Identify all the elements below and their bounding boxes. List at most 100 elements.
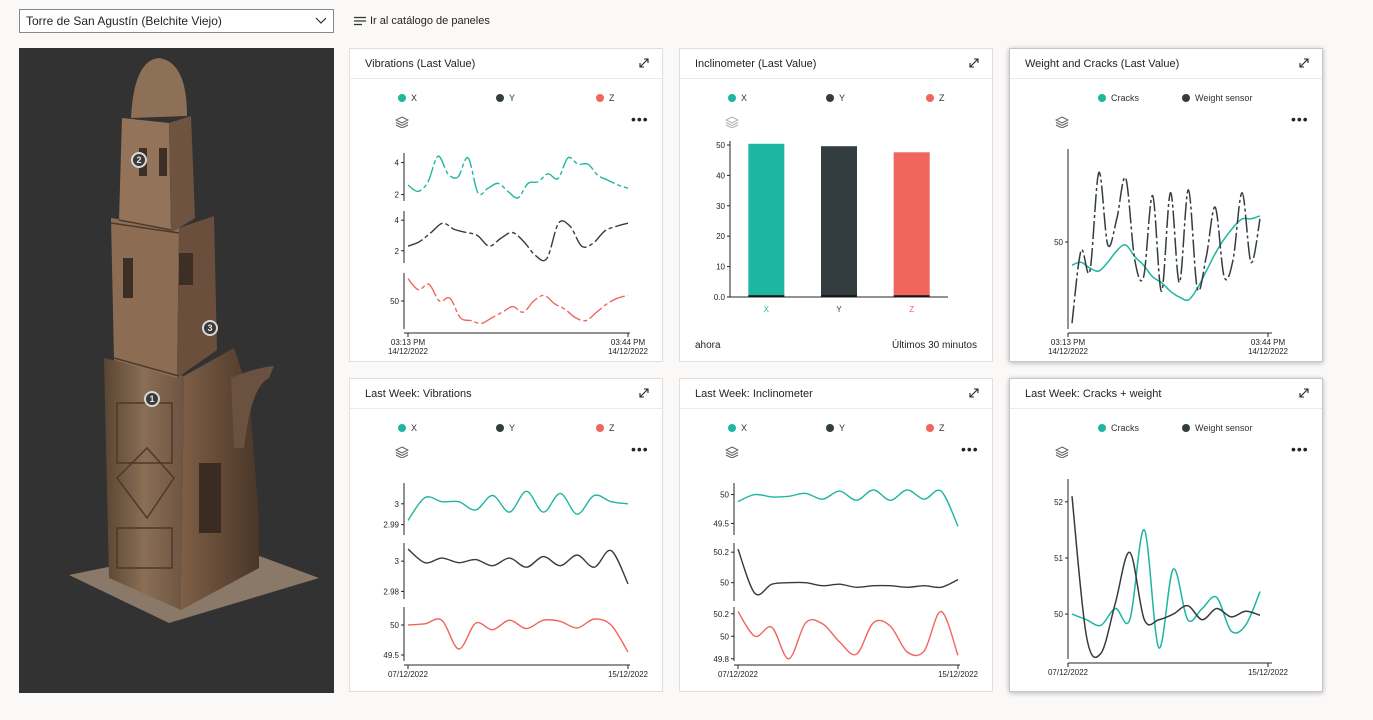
y-tick-label: 50 — [720, 632, 729, 641]
tower-3d-model-viewer[interactable]: 2 3 1 — [19, 48, 334, 693]
weekly-vibrations-stacked-line-chart: 3 2.99 3 2.98 50 49.5 07/12/2022 15/12/2022 — [383, 483, 649, 679]
series-line-cracks — [1071, 215, 1261, 302]
y-tick-label: 4 — [395, 159, 400, 168]
layers-icon[interactable] — [1055, 116, 1069, 128]
site-select-value: Torre de San Agustín (Belchite Viejo) — [26, 14, 222, 28]
y-tick-label: 2 — [395, 191, 400, 200]
legend-item-x[interactable]: X — [398, 423, 417, 433]
series-line-z — [407, 618, 629, 653]
time-range-label: Últimos 30 minutos — [891, 340, 977, 351]
tile-header: Last Week: Inclinometer — [680, 379, 992, 409]
more-options-icon[interactable]: ••• — [1291, 111, 1309, 127]
legend-item-cracks[interactable]: Cracks — [1098, 93, 1139, 103]
tile-last-week-cracks-weight: Last Week: Cracks + weight Cracks Weight… — [1009, 378, 1323, 692]
y-tick-label: 4 — [395, 216, 400, 225]
tile-title: Last Week: Vibrations — [365, 388, 472, 400]
layers-icon[interactable] — [395, 116, 409, 128]
expand-icon[interactable] — [968, 57, 980, 69]
layers-icon[interactable] — [725, 116, 739, 128]
legend-item-z[interactable]: Z — [596, 423, 615, 433]
chart-legend: X Y Z — [680, 93, 992, 107]
tile-header: Vibrations (Last Value) — [350, 49, 662, 79]
tower-3d-model-image — [69, 58, 319, 623]
y-tick-label: 40 — [716, 171, 725, 180]
tile-weight-and-cracks-last-value: Weight and Cracks (Last Value) Cracks We… — [1009, 48, 1323, 362]
x-tick-label: 14/12/2022 — [388, 347, 429, 356]
y-tick-label: 50 — [390, 297, 399, 306]
y-tick-label: 2 — [395, 247, 400, 256]
series-line-x — [737, 489, 959, 527]
series-line-cracks — [1071, 529, 1261, 649]
legend-item-x[interactable]: X — [728, 93, 747, 103]
x-tick-label: Z — [909, 305, 914, 314]
y-tick-label: 50 — [716, 141, 725, 150]
more-options-icon[interactable]: ••• — [631, 111, 649, 127]
y-tick-label: 49.5 — [713, 519, 729, 528]
y-tick-label: 0.0 — [714, 293, 726, 302]
x-tick-label: 03:13 PM — [1051, 338, 1086, 347]
y-tick-label: 2.98 — [383, 587, 399, 596]
legend-item-y[interactable]: Y — [826, 423, 845, 433]
layers-icon[interactable] — [725, 446, 739, 458]
sensor-marker-3[interactable]: 3 — [202, 320, 218, 336]
legend-item-z[interactable]: Z — [926, 423, 945, 433]
layers-icon[interactable] — [395, 446, 409, 458]
y-tick-label: 50 — [1054, 238, 1063, 247]
series-line-x — [407, 490, 629, 521]
more-options-icon[interactable]: ••• — [631, 441, 649, 457]
catalog-link[interactable]: Ir al catálogo de paneles — [354, 12, 490, 30]
legend-item-z[interactable]: Z — [926, 93, 945, 103]
y-tick-label: 50.2 — [713, 548, 729, 557]
legend-item-z[interactable]: Z — [596, 93, 615, 103]
x-tick-label: Y — [836, 305, 842, 314]
y-tick-label: 3 — [395, 557, 400, 566]
y-tick-label: 50.2 — [713, 610, 729, 619]
legend-item-x[interactable]: X — [728, 423, 747, 433]
series-line-z — [407, 278, 629, 325]
chevron-down-icon — [315, 17, 327, 24]
x-tick-label: 14/12/2022 — [608, 347, 649, 356]
legend-item-y[interactable]: Y — [496, 423, 515, 433]
legend-item-x[interactable]: X — [398, 93, 417, 103]
expand-icon[interactable] — [638, 57, 650, 69]
more-options-icon[interactable]: ••• — [1291, 441, 1309, 457]
catalog-link-label: Ir al catálogo de paneles — [370, 15, 490, 27]
tile-title: Last Week: Cracks + weight — [1025, 388, 1162, 400]
x-tick-label: 15/12/2022 — [938, 670, 979, 679]
series-line-y — [407, 548, 629, 585]
y-tick-label: 50 — [720, 491, 729, 500]
expand-icon[interactable] — [968, 387, 980, 399]
expand-icon[interactable] — [1298, 387, 1310, 399]
x-tick-label: 07/12/2022 — [1048, 668, 1089, 677]
y-tick-label: 49.5 — [383, 651, 399, 660]
legend-item-y[interactable]: Y — [826, 93, 845, 103]
site-select[interactable]: Torre de San Agustín (Belchite Viejo) — [19, 9, 334, 33]
legend-item-cracks[interactable]: Cracks — [1098, 423, 1139, 433]
layers-icon[interactable] — [1055, 446, 1069, 458]
bar-y — [821, 146, 857, 297]
chart-legend: Cracks Weight sensor — [1010, 93, 1322, 107]
y-tick-label: 50 — [1054, 610, 1063, 619]
sensor-marker-2[interactable]: 2 — [131, 152, 147, 168]
tile-inclinometer-last-value: Inclinometer (Last Value) X Y Z 0.0 10 20 3… — [679, 48, 993, 362]
legend-item-weight-sensor[interactable]: Weight sensor — [1182, 93, 1252, 103]
x-tick-label: 03:44 PM — [1251, 338, 1286, 347]
tile-title: Inclinometer (Last Value) — [695, 58, 817, 70]
legend-item-y[interactable]: Y — [496, 93, 515, 103]
tile-title: Weight and Cracks (Last Value) — [1025, 58, 1180, 70]
series-line-weight-sensor — [1071, 496, 1261, 659]
legend-item-weight-sensor[interactable]: Weight sensor — [1182, 423, 1252, 433]
tile-header: Last Week: Cracks + weight — [1010, 379, 1322, 409]
expand-icon[interactable] — [1298, 57, 1310, 69]
time-now-label: ahora — [695, 340, 721, 351]
more-options-icon[interactable]: ••• — [961, 441, 979, 457]
series-line-z — [737, 610, 959, 660]
y-tick-label: 2.99 — [383, 521, 399, 530]
weekly-cracks-weight-line-chart: 52 51 50 07/12/2022 15/12/2022 — [1048, 479, 1289, 677]
tile-last-week-inclinometer: Last Week: Inclinometer X Y Z ••• 50 49.5… — [679, 378, 993, 692]
expand-icon[interactable] — [638, 387, 650, 399]
bar-x — [748, 143, 785, 297]
sensor-marker-1[interactable]: 1 — [144, 391, 160, 407]
